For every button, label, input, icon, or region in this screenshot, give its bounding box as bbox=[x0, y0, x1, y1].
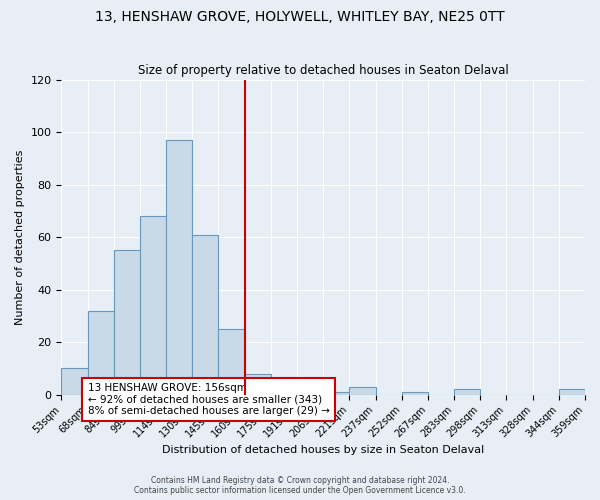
Text: 13 HENSHAW GROVE: 156sqm
← 92% of detached houses are smaller (343)
8% of semi-d: 13 HENSHAW GROVE: 156sqm ← 92% of detach… bbox=[88, 383, 329, 416]
Bar bbox=[454, 390, 480, 394]
Bar bbox=[297, 379, 323, 394]
Bar bbox=[402, 392, 428, 394]
Bar bbox=[349, 387, 376, 394]
Bar bbox=[193, 234, 218, 394]
Bar bbox=[323, 392, 349, 394]
Bar bbox=[166, 140, 193, 394]
Bar bbox=[140, 216, 166, 394]
Bar bbox=[88, 310, 114, 394]
Title: Size of property relative to detached houses in Seaton Delaval: Size of property relative to detached ho… bbox=[138, 64, 509, 77]
Y-axis label: Number of detached properties: Number of detached properties bbox=[15, 150, 25, 325]
Text: 13, HENSHAW GROVE, HOLYWELL, WHITLEY BAY, NE25 0TT: 13, HENSHAW GROVE, HOLYWELL, WHITLEY BAY… bbox=[95, 10, 505, 24]
Bar bbox=[559, 390, 585, 394]
Bar bbox=[114, 250, 140, 394]
Bar bbox=[218, 329, 245, 394]
Bar bbox=[245, 374, 271, 394]
Text: Contains HM Land Registry data © Crown copyright and database right 2024.
Contai: Contains HM Land Registry data © Crown c… bbox=[134, 476, 466, 495]
X-axis label: Distribution of detached houses by size in Seaton Delaval: Distribution of detached houses by size … bbox=[162, 445, 484, 455]
Bar bbox=[61, 368, 88, 394]
Bar bbox=[271, 379, 297, 394]
